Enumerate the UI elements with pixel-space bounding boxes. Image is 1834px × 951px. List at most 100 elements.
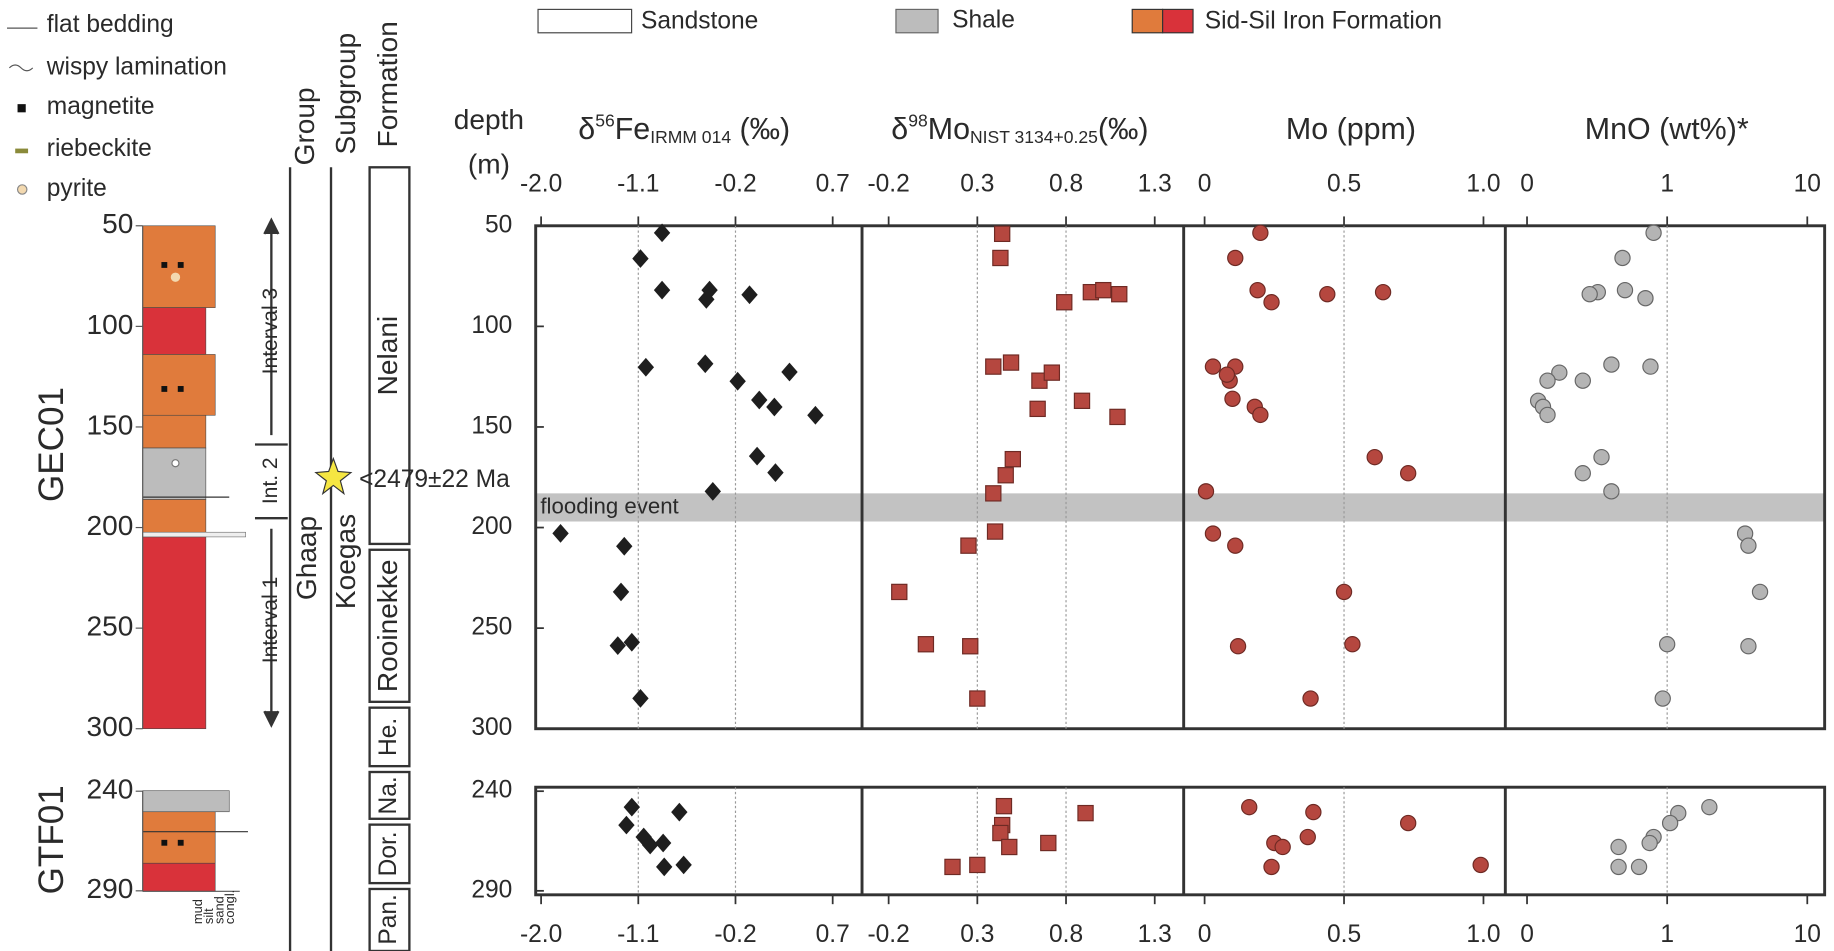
legend-symbol — [16, 184, 28, 195]
point — [1305, 803, 1322, 821]
x-tick-label: -0.2 — [714, 170, 756, 197]
point — [969, 856, 986, 874]
point — [1581, 285, 1598, 303]
x-tick-label: -0.2 — [867, 170, 909, 197]
x-tick-label: -2.0 — [520, 170, 562, 197]
point — [995, 797, 1013, 815]
strat-header: Group — [289, 87, 320, 165]
title-part: δ — [891, 112, 908, 146]
point — [632, 688, 649, 708]
y-tick-label: 250 — [471, 614, 512, 641]
title-part: Fe — [615, 112, 650, 146]
x-tick-label: 0 — [1520, 921, 1534, 948]
point — [1574, 465, 1591, 482]
point — [1399, 465, 1417, 482]
x-tick-label: 0.5 — [1327, 170, 1361, 197]
flooding-band — [535, 493, 1825, 522]
point — [623, 797, 641, 817]
interval-label: Interval 1 — [259, 577, 282, 664]
title-part: 56 — [595, 110, 615, 130]
point — [1740, 638, 1757, 655]
axis-title: Mo (ppm) — [1286, 112, 1416, 146]
point — [1204, 358, 1222, 375]
point — [1111, 285, 1128, 303]
point — [1004, 450, 1022, 468]
legend-symbol — [17, 104, 26, 113]
point — [1227, 249, 1244, 267]
point — [1040, 834, 1057, 852]
y-tick-label: 100 — [471, 312, 512, 339]
legend-label: flat bedding — [47, 11, 174, 38]
point — [1229, 638, 1247, 655]
point — [748, 446, 766, 466]
point — [807, 405, 824, 425]
point — [1610, 838, 1627, 856]
point — [1603, 483, 1620, 500]
panel-frame — [534, 224, 1827, 731]
formation-label: Rooinekke — [372, 559, 403, 692]
point — [1263, 294, 1280, 311]
x-tick-label: -2.0 — [520, 921, 562, 948]
iron-swatch-orange — [1131, 8, 1164, 34]
x-tick-label: 1.3 — [1138, 921, 1172, 948]
point — [781, 362, 798, 382]
point — [1551, 364, 1568, 381]
legend-symbol — [8, 64, 34, 72]
point — [1658, 636, 1676, 653]
legend-label: magnetite — [47, 93, 155, 120]
point — [1399, 814, 1417, 832]
point — [1252, 406, 1269, 424]
legend-symbol — [15, 148, 29, 154]
y-tick-label: 240 — [471, 777, 512, 804]
point — [997, 467, 1014, 484]
title-part: Mo (ppm) — [1286, 112, 1416, 146]
point — [1472, 856, 1489, 874]
point — [1043, 364, 1061, 381]
point — [992, 824, 1009, 842]
x-tick-label: 1 — [1660, 921, 1674, 948]
point — [1616, 281, 1634, 299]
panel-frame — [534, 785, 1827, 897]
point — [1574, 372, 1591, 389]
legend-label: riebeckite — [47, 135, 152, 162]
point — [986, 523, 1004, 540]
age-label: <2479±22 Ma — [359, 466, 510, 493]
title-part: (‰) — [731, 112, 790, 146]
depth-label: depth — [454, 104, 524, 135]
legend-label: wispy lamination — [46, 53, 227, 80]
point — [1249, 281, 1266, 299]
point — [1374, 283, 1392, 301]
title-part: δ — [578, 112, 595, 146]
point — [1029, 400, 1046, 418]
formation-label: Dor. — [375, 831, 402, 876]
point — [1366, 448, 1383, 466]
x-tick-label: 0.8 — [1049, 170, 1083, 197]
depth-label: (m) — [468, 149, 510, 180]
x-tick-label: 0.5 — [1327, 921, 1361, 948]
axis-title: δ98MoNIST 3134+0.25(‰) — [891, 110, 1148, 146]
grain-label: silt — [201, 908, 216, 924]
point — [751, 390, 768, 410]
strat-header: Subgroup — [330, 33, 361, 155]
interval-label: Int. 2 — [259, 457, 282, 504]
core-label: GEC01 — [32, 387, 71, 502]
point — [1751, 583, 1769, 601]
legend-label: Sandstone — [641, 8, 758, 35]
core-tick-label: 150 — [87, 409, 134, 440]
point — [1603, 356, 1620, 373]
point — [944, 858, 961, 876]
core-tick-label: 290 — [87, 873, 134, 904]
point — [552, 524, 569, 543]
core-tick-label: 200 — [87, 510, 134, 541]
stratigraphy-frame — [254, 166, 411, 951]
group-label: Ghaap — [291, 516, 322, 600]
point — [653, 280, 671, 300]
y-tick-label: 290 — [471, 876, 512, 903]
point — [612, 582, 630, 602]
point — [623, 632, 641, 652]
x-tick-label: 1.3 — [1138, 170, 1172, 197]
point — [1197, 483, 1215, 500]
core-tick-label: 240 — [87, 774, 134, 805]
point — [1641, 834, 1658, 852]
